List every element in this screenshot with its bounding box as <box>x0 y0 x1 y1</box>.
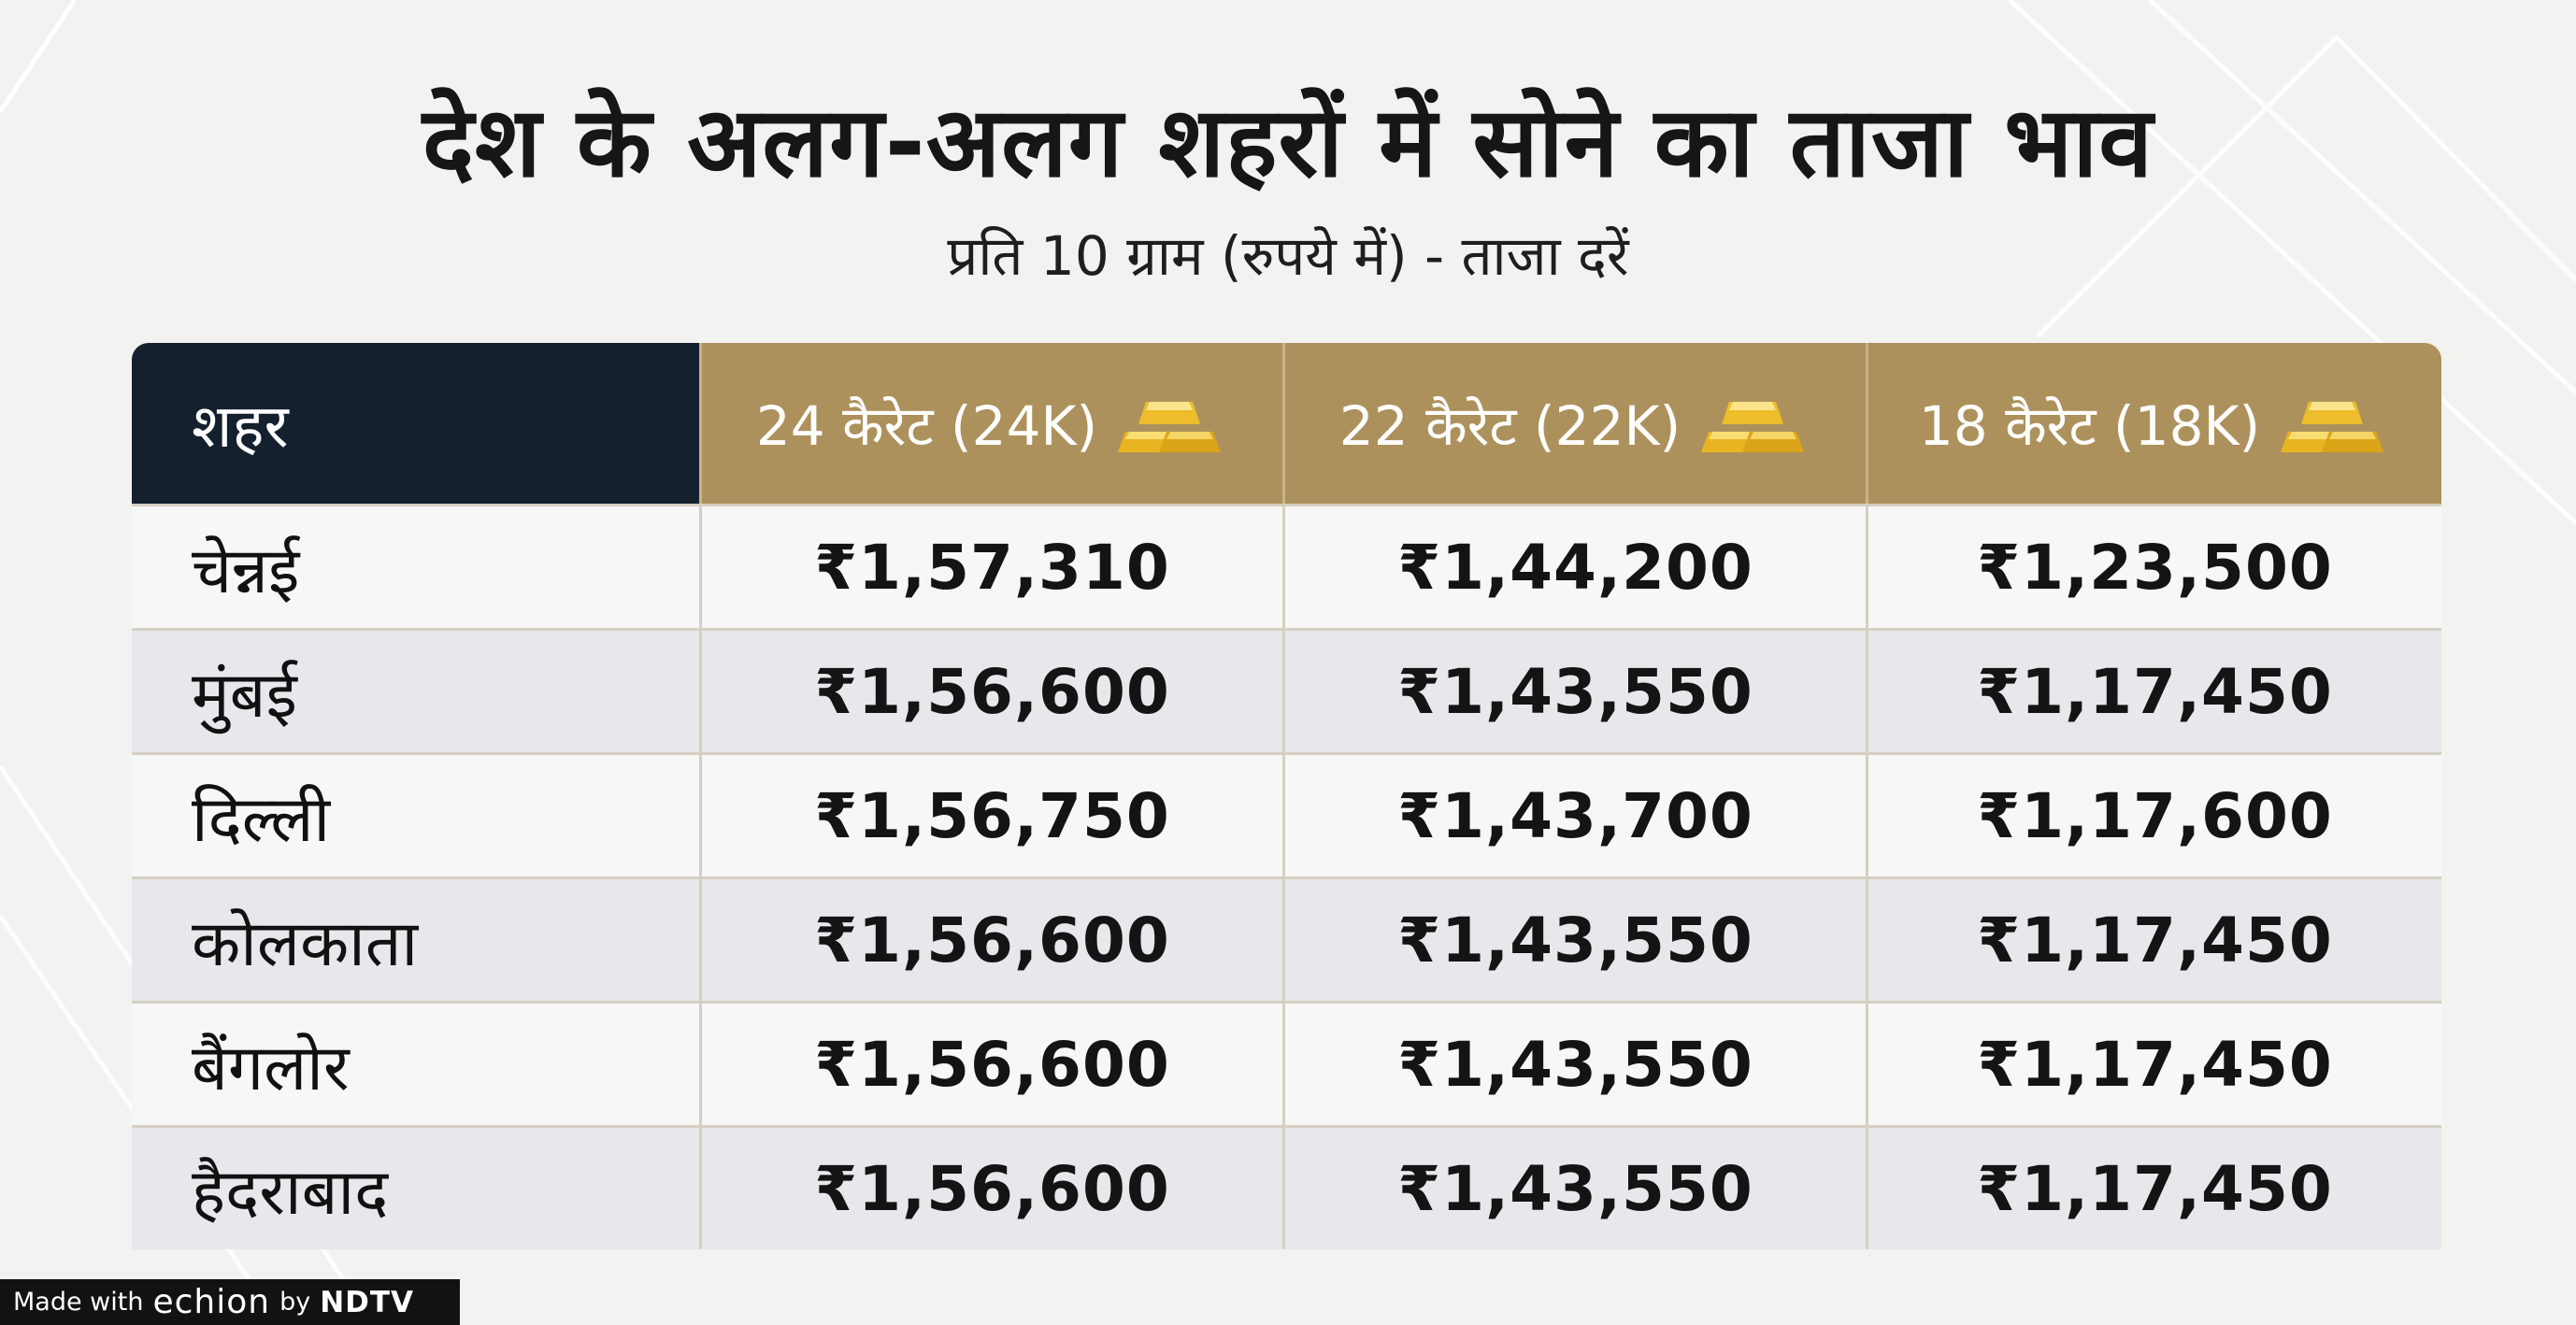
price-22k: ₹1,44,200 <box>1282 504 1866 628</box>
price-24k: ₹1,56,600 <box>699 628 1282 752</box>
price-22k: ₹1,43,550 <box>1282 1125 1866 1249</box>
column-header-label: 18 कैरेट (18K) <box>1918 393 2261 458</box>
column-header-18k: 18 कैरेट (18K) <box>1866 343 2441 504</box>
gold-bars-icon <box>1701 402 1805 452</box>
price-22k: ₹1,43,550 <box>1282 876 1866 1001</box>
price-24k: ₹1,57,310 <box>699 504 1282 628</box>
price-24k: ₹1,56,750 <box>699 752 1282 876</box>
column-header-city: शहर <box>132 343 699 504</box>
price-22k: ₹1,43,550 <box>1282 628 1866 752</box>
city-name: बैंगलोर <box>132 1001 699 1125</box>
gold-bars-icon <box>1118 402 1222 452</box>
column-header-22k: 22 कैरेट (22K) <box>1282 343 1866 504</box>
footer-credit: Made with echion by NDTV <box>0 1279 460 1325</box>
footer-by: by <box>279 1288 311 1317</box>
column-header-label: 24 कैरेट (24K) <box>755 393 1098 458</box>
footer-made-with: Made with <box>13 1288 144 1317</box>
column-header-label: 22 कैरेट (22K) <box>1338 393 1682 458</box>
price-18k: ₹1,17,450 <box>1866 1125 2441 1249</box>
price-22k: ₹1,43,700 <box>1282 752 1866 876</box>
city-name: चेन्नई <box>132 504 699 628</box>
city-name: दिल्ली <box>132 752 699 876</box>
price-24k: ₹1,56,600 <box>699 1125 1282 1249</box>
gold-bars-icon <box>2281 402 2384 452</box>
price-22k: ₹1,43,550 <box>1282 1001 1866 1125</box>
price-18k: ₹1,17,450 <box>1866 876 2441 1001</box>
column-header-label: शहर <box>192 392 289 462</box>
column-header-24k: 24 कैरेट (24K) <box>699 343 1282 504</box>
city-name: कोलकाता <box>132 876 699 1001</box>
city-name: मुंबई <box>132 628 699 752</box>
price-18k: ₹1,17,450 <box>1866 628 2441 752</box>
price-18k: ₹1,23,500 <box>1866 504 2441 628</box>
page-title: देश के अलग-अलग शहरों में सोने का ताजा भा… <box>422 85 2154 199</box>
city-name: हैदराबाद <box>132 1125 699 1249</box>
price-24k: ₹1,56,600 <box>699 1001 1282 1125</box>
ndtv-logo: NDTV <box>320 1285 415 1319</box>
page-subtitle: प्रति 10 ग्राम (रुपये में) - ताजा दरें <box>947 224 1629 288</box>
price-18k: ₹1,17,600 <box>1866 752 2441 876</box>
price-24k: ₹1,56,600 <box>699 876 1282 1001</box>
echion-logo: echion <box>152 1283 271 1321</box>
price-18k: ₹1,17,450 <box>1866 1001 2441 1125</box>
gold-price-table: शहर 24 कैरेट (24K) 22 कैरेट (22K) 18 कैर… <box>132 343 2441 1249</box>
